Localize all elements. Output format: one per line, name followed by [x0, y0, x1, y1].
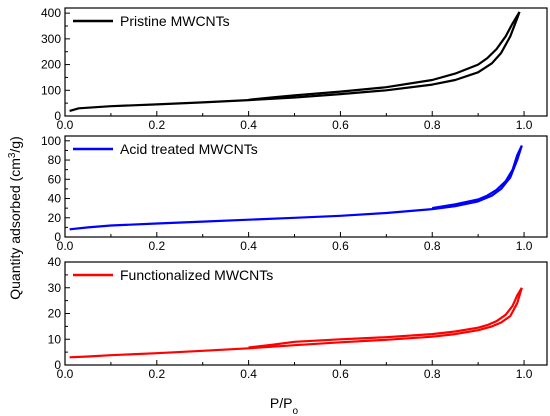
- y-tick-label: 100: [41, 134, 61, 148]
- x-tick-label: 1.0: [516, 367, 533, 381]
- y-tick-label: 40: [48, 255, 62, 269]
- y-tick-label: 300: [41, 32, 61, 46]
- x-tick-label: 0.2: [148, 239, 165, 253]
- panel-2: 0 20 40 60 80 100 0.0 0.2 0.4 0.6 0.8 1.0 Acid treat…: [41, 134, 548, 253]
- x-tick-label: 0.6: [332, 118, 349, 132]
- x-tick-label: 0.8: [424, 118, 441, 132]
- plot-frame: [64, 7, 548, 117]
- x-tick-label: 0.4: [240, 118, 257, 132]
- y-tick-label: 60: [48, 172, 62, 186]
- adsorption-curve: [69, 145, 523, 231]
- x-tick-label: 0.2: [148, 118, 165, 132]
- x-tick-label: 0.4: [240, 239, 257, 253]
- x-tick-label: 1.0: [516, 239, 533, 253]
- x-axis-title-sub: o: [293, 406, 299, 416]
- y-tick-label: 0: [54, 230, 61, 244]
- x-tick-label: 1.0: [516, 118, 533, 132]
- y-tick-label: 200: [41, 58, 61, 72]
- y-axis-title-sup: 3: [7, 152, 18, 158]
- panel-1: 0 100 200 300 400 0.0 0.2 0.4 0.6 0.8 1.0 Pristine …: [41, 6, 548, 132]
- panel-3: 0 10 20 30 40 0.0 0.2 0.4 0.6 0.8 1.0 Functionalize…: [48, 255, 548, 381]
- x-tick-label: 0.0: [57, 118, 74, 132]
- x-tick-label: 0.8: [424, 367, 441, 381]
- y-tick-label: 20: [48, 307, 62, 321]
- x-tick-label: 0.6: [332, 239, 349, 253]
- legend-label: Acid treated MWCNTs: [120, 141, 258, 157]
- plot-frame: [64, 135, 548, 238]
- x-tick-label: 0.4: [240, 367, 257, 381]
- y-tick-label: 0: [54, 358, 61, 372]
- legend-label: Pristine MWCNTs: [120, 13, 230, 29]
- y-tick-label: 0: [54, 109, 61, 123]
- x-tick-label: 0.0: [57, 367, 74, 381]
- x-tick-label: 0.8: [424, 239, 441, 253]
- x-axis-title-main: P/P: [270, 395, 293, 411]
- y-tick-label: 20: [48, 211, 62, 225]
- x-axis-title: P/Po: [270, 395, 299, 416]
- y-tick-label: 400: [41, 6, 61, 20]
- adsorption-curve: [69, 11, 521, 112]
- y-tick-label: 40: [48, 192, 62, 206]
- desorption-curve: [248, 11, 521, 101]
- adsorption-curve: [69, 287, 523, 359]
- legend-label: Functionalized MWCNTs: [120, 267, 273, 283]
- x-tick-label: 0.2: [148, 367, 165, 381]
- x-tick-label: 0.0: [57, 239, 74, 253]
- y-tick-label: 100: [41, 83, 61, 97]
- y-tick-label: 30: [48, 281, 62, 295]
- y-tick-label: 80: [48, 153, 62, 167]
- y-axis-title: Quantity adsorbed (cm3/g): [7, 136, 24, 300]
- desorption-curve: [432, 145, 523, 210]
- x-tick-label: 0.6: [332, 367, 349, 381]
- y-axis-title-main: Quantity adsorbed (cm: [7, 158, 23, 300]
- y-tick-label: 10: [48, 332, 62, 346]
- desorption-curve: [248, 287, 523, 349]
- y-axis-title-end: /g): [7, 136, 23, 152]
